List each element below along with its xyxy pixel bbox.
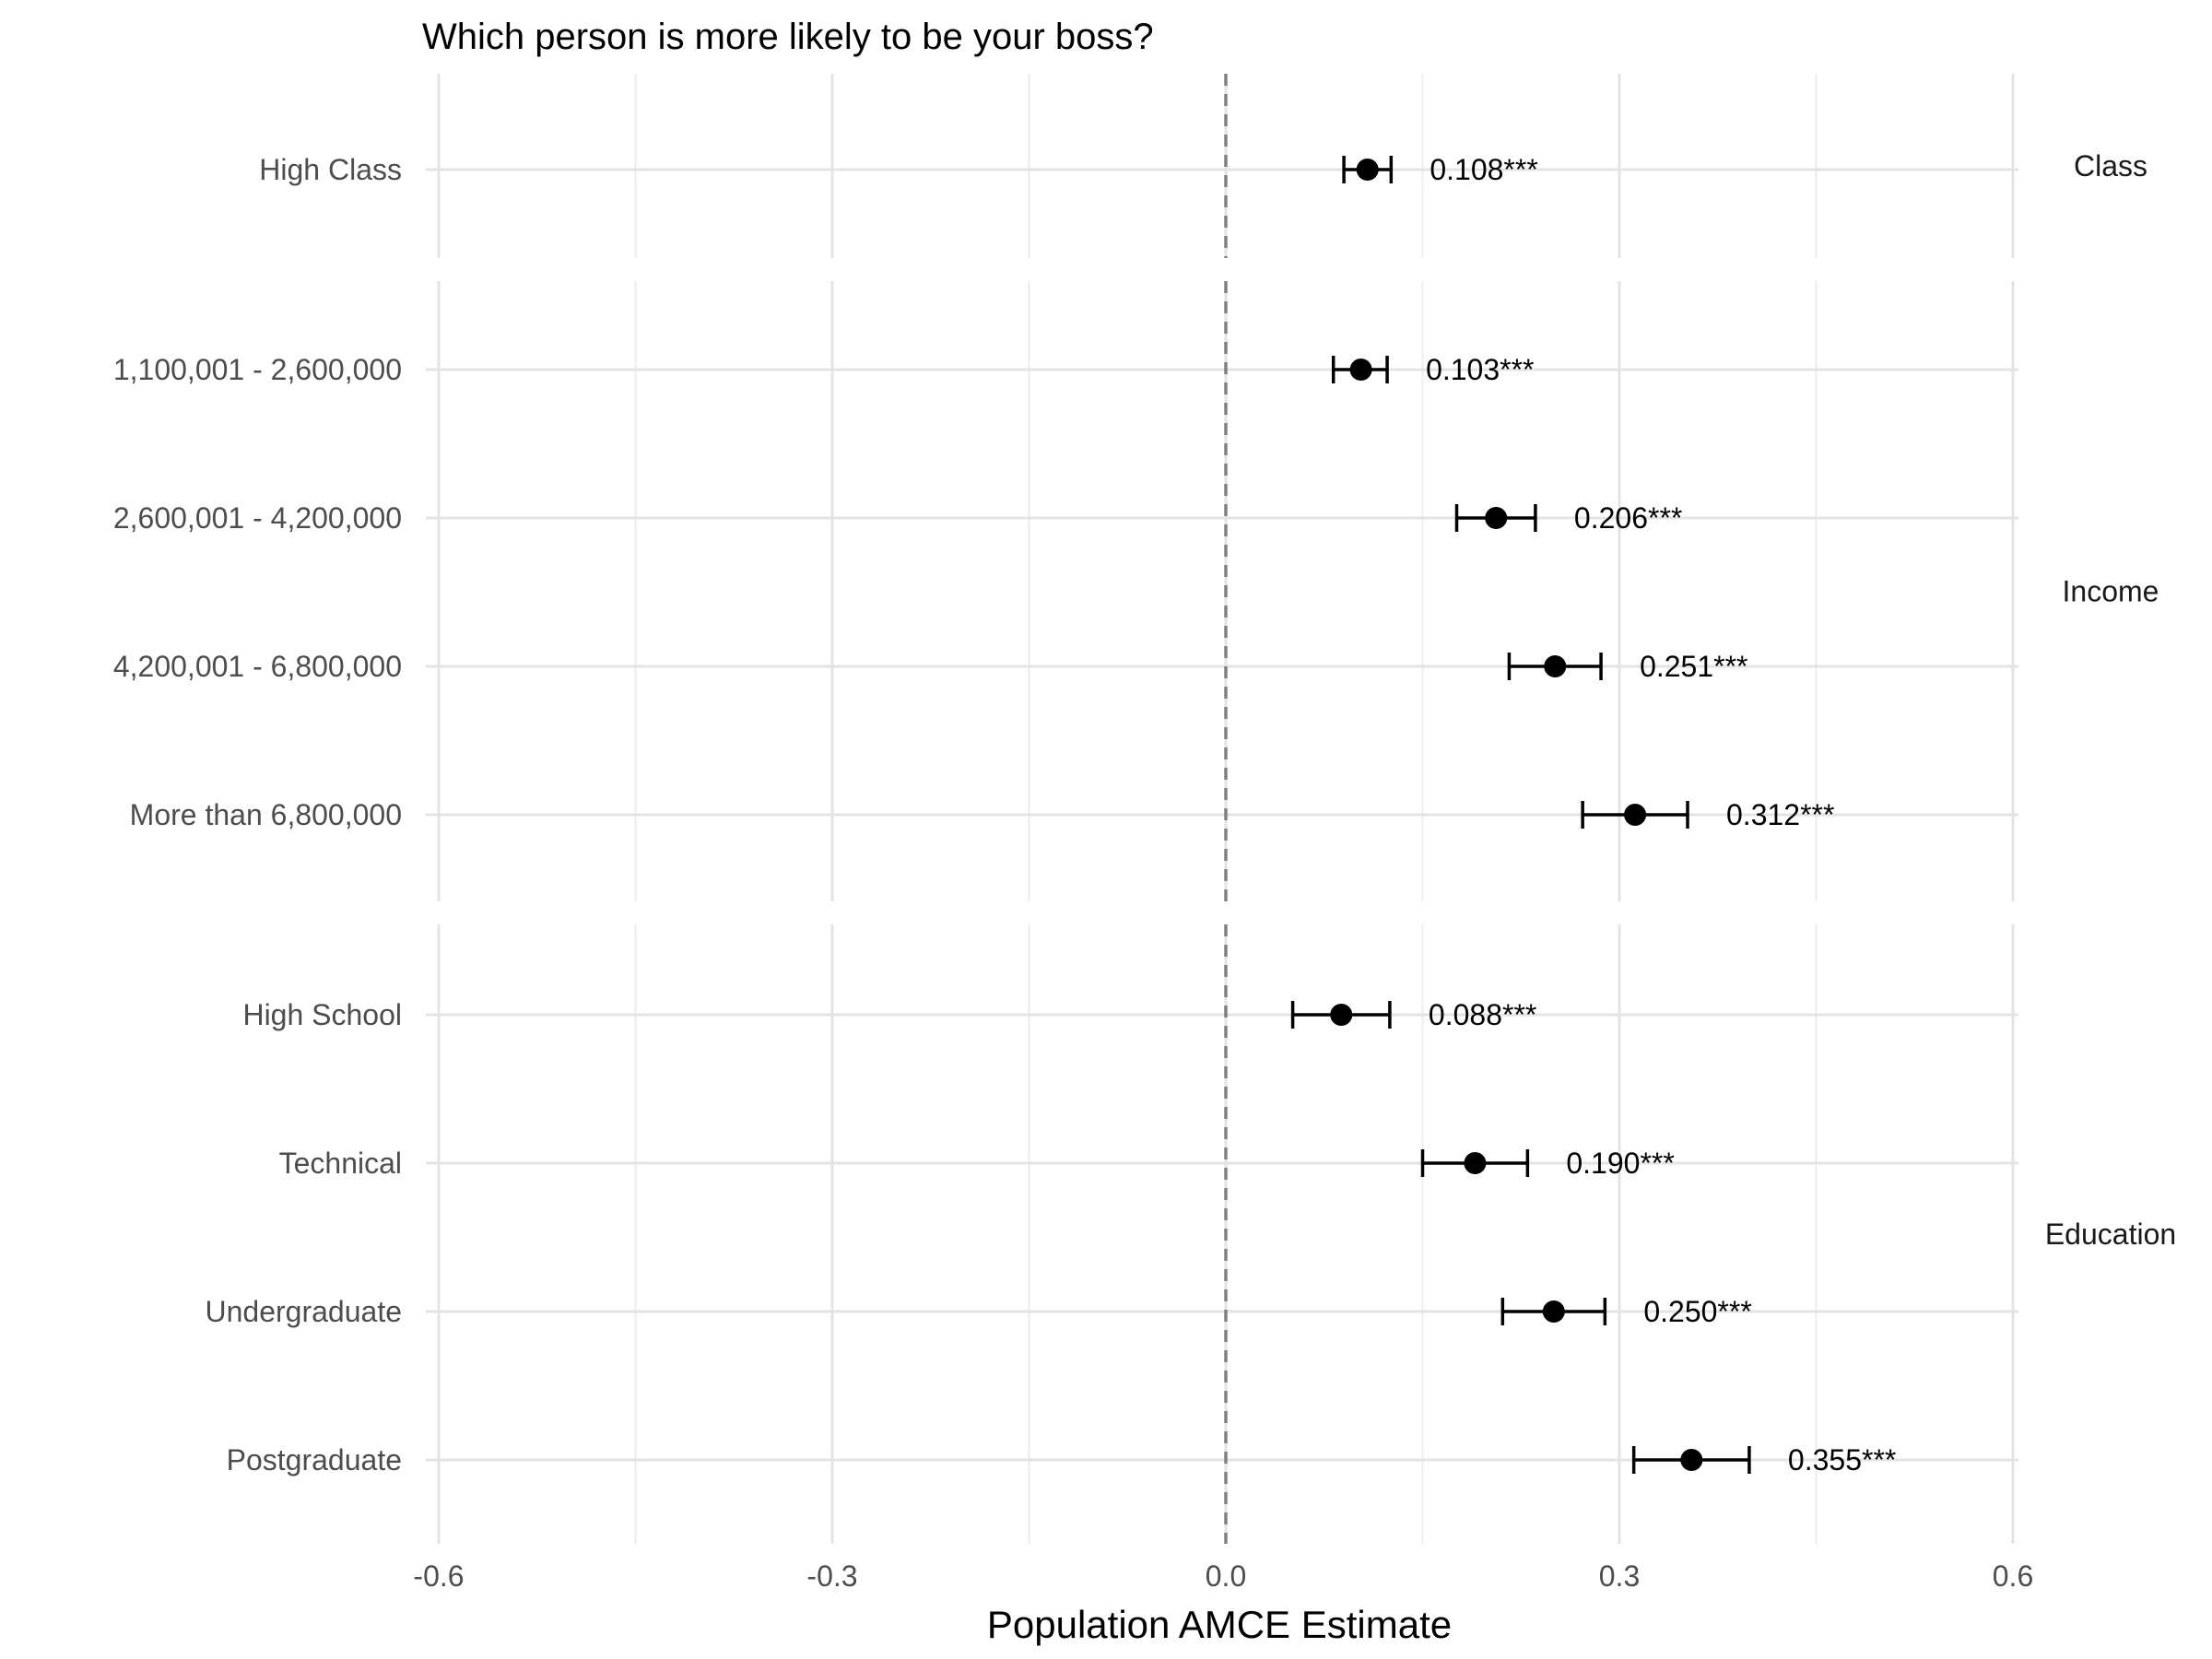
estimate-row: 0.251***: [1507, 650, 1748, 683]
y-tick-label: Undergraduate: [206, 1295, 402, 1328]
data-label: 0.206***: [1574, 501, 1682, 535]
x-axis: -0.6 -0.3 0.0 0.3 0.6: [413, 1559, 2033, 1593]
y-tick-label: Postgraduate: [227, 1443, 402, 1477]
estimate-point: [1544, 655, 1567, 677]
x-tick-label: 0.0: [1206, 1559, 1246, 1593]
y-tick-label: 1,100,001 - 2,600,000: [113, 353, 402, 386]
data-label: 0.250***: [1643, 1295, 1751, 1328]
y-tick-label: 2,600,001 - 4,200,000: [113, 501, 402, 535]
estimate-point: [1330, 1004, 1353, 1026]
estimate-row: 0.103***: [1331, 353, 1535, 386]
facet-panel-income: 1,100,001 - 2,600,000 0.103*** 2,600,001 -…: [113, 281, 2159, 901]
data-label: 0.108***: [1430, 153, 1537, 186]
x-axis-label: Population AMCE Estimate: [987, 1603, 1452, 1646]
y-tick-label: High Class: [259, 153, 402, 186]
x-tick-label: -0.6: [413, 1559, 464, 1593]
data-label: 0.251***: [1640, 650, 1747, 683]
x-tick-label: 0.3: [1599, 1559, 1640, 1593]
data-label: 0.355***: [1788, 1443, 1896, 1477]
x-tick-label: 0.6: [1993, 1559, 2033, 1593]
estimate-point: [1356, 159, 1379, 181]
x-tick-label: -0.3: [806, 1559, 857, 1593]
facet-panel-class: High Class 0.108*** Class: [259, 74, 2147, 258]
chart-title: Which person is more likely to be your b…: [422, 17, 1154, 57]
y-tick-label: Technical: [279, 1147, 402, 1180]
estimate-point: [1485, 507, 1508, 529]
data-label: 0.312***: [1726, 798, 1834, 831]
facet-strip-label: Class: [2074, 149, 2147, 182]
estimate-point: [1464, 1152, 1487, 1174]
estimate-point: [1680, 1449, 1703, 1471]
data-label: 0.190***: [1566, 1147, 1674, 1180]
estimate-point: [1624, 804, 1647, 826]
y-tick-label: High School: [242, 998, 402, 1031]
estimate-row: 0.190***: [1420, 1147, 1675, 1180]
estimate-row: 0.312***: [1581, 798, 1834, 831]
estimate-row: 0.088***: [1290, 998, 1536, 1031]
estimate-row: 0.355***: [1631, 1443, 1896, 1477]
y-tick-label: 4,200,001 - 6,800,000: [113, 650, 402, 683]
data-label: 0.088***: [1429, 998, 1536, 1031]
facet-panel-education: High School 0.088*** Technical 0.190*** Unde…: [206, 924, 2176, 1544]
estimate-point: [1349, 359, 1372, 381]
estimate-row: 0.108***: [1342, 153, 1538, 186]
estimate-row: 0.250***: [1500, 1295, 1752, 1328]
estimate-row: 0.206***: [1454, 501, 1682, 535]
facet-strip-label: Education: [2045, 1218, 2176, 1251]
data-label: 0.103***: [1426, 353, 1534, 386]
facet-panels: High Class 0.108*** Class 1,100,001 - 2,600…: [113, 74, 2176, 1544]
facet-strip-label: Income: [2063, 575, 2159, 608]
estimate-point: [1542, 1300, 1565, 1323]
y-tick-label: More than 6,800,000: [130, 798, 402, 831]
